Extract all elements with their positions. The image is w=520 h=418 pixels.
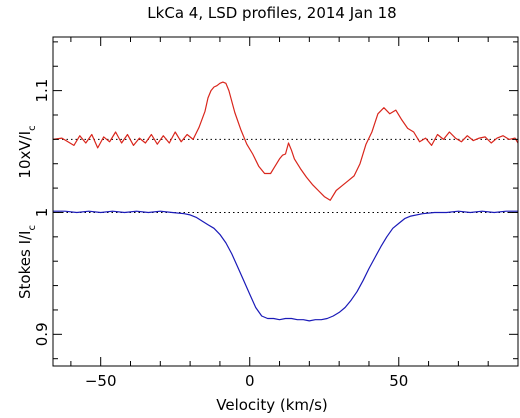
series-lines	[52, 81, 519, 322]
y-tick-label: 0.9	[33, 322, 51, 346]
y-axis-label-top: 10xV/Ic	[16, 125, 38, 178]
x-tick-label: 50	[389, 372, 408, 390]
x-tick-label: −50	[85, 372, 117, 390]
y-tick-label: 1	[33, 208, 51, 218]
ticks: −50 0 50 0.9 1 1.1	[33, 37, 519, 390]
reference-lines	[53, 138, 518, 213]
y-tick-label: 1.1	[33, 79, 51, 103]
chart-title: LkCa 4, LSD profiles, 2014 Jan 18	[147, 4, 396, 22]
plot-frame	[52, 36, 519, 367]
stokes-i-line	[53, 210, 518, 322]
x-tick-label: 0	[245, 372, 255, 390]
x-axis-label: Velocity (km/s)	[216, 396, 327, 414]
y-axis-label-bottom: Stokes I/Ic	[16, 225, 38, 299]
stokes-v-line	[52, 81, 519, 201]
